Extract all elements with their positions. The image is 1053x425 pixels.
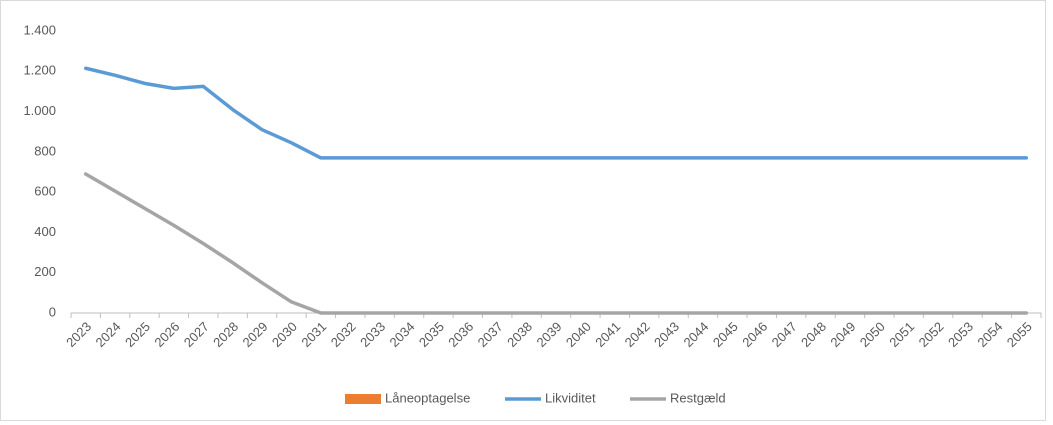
- line-series: [83, 66, 1029, 160]
- y-tick-label: 200: [34, 264, 56, 279]
- legend-label: Likviditet: [545, 390, 596, 405]
- line-series: [83, 172, 1029, 315]
- y-tick-label: 1.200: [23, 63, 56, 78]
- y-tick-label: 1.400: [23, 22, 56, 37]
- y-tick-label: 400: [34, 224, 56, 239]
- y-tick-label: 600: [34, 184, 56, 199]
- y-tick-label: 1.000: [23, 103, 56, 118]
- legend-label: Restgæld: [670, 390, 726, 405]
- y-tick-label: 800: [34, 143, 56, 158]
- legend-label: Låneoptagelse: [385, 390, 470, 405]
- legend-swatch: [345, 394, 381, 404]
- y-tick-label: 0: [49, 304, 56, 319]
